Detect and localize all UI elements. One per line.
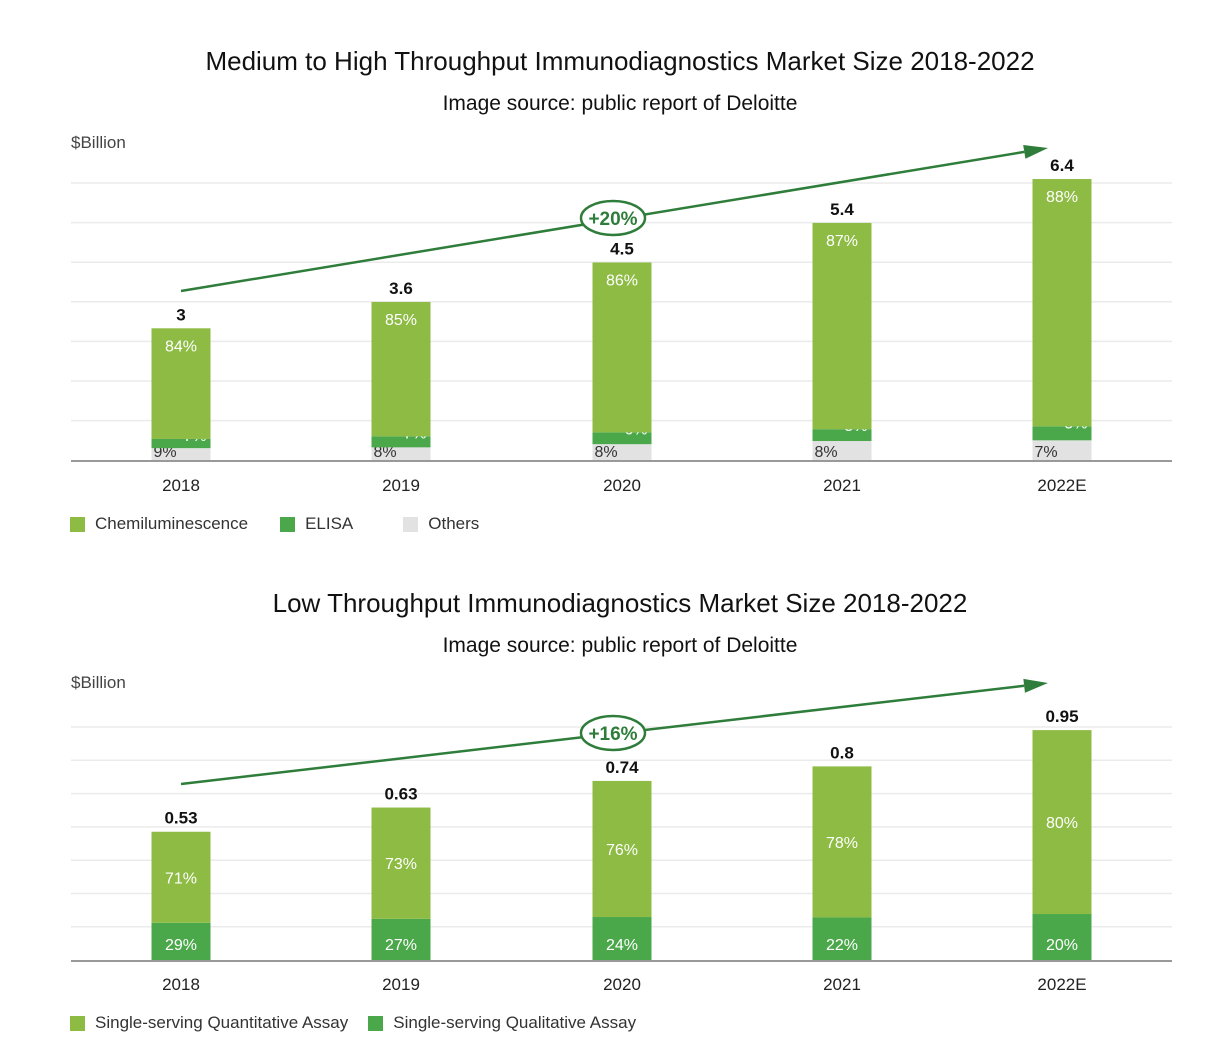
legend-item-elisa: ELISA: [280, 514, 353, 534]
legend-swatch-quantitative: [70, 1015, 85, 1031]
chart2-bar-segment-single-serving-qualitative-assay: [371, 918, 431, 960]
chart2-bar-segment-single-serving-qualitative-assay: [151, 922, 211, 960]
chart2-x-tick-label: 2022E: [1037, 975, 1086, 994]
chart2-x-tick-label: 2019: [382, 975, 420, 994]
chart1-segment-label: 88%: [1046, 189, 1078, 206]
legend-item-others: Others: [403, 514, 479, 534]
chart2-bar-segment-single-serving-quantitative-assay: [592, 780, 652, 918]
chart2-bar-segment-single-serving-quantitative-assay: [151, 831, 211, 923]
chart2-segment-label: 73%: [385, 856, 417, 873]
chart1-subtitle: Image source: public report of Deloitte: [442, 92, 798, 115]
chart1-total-label: 3: [176, 305, 185, 324]
chart2-legend: Single-serving Quantitative Assay Single…: [70, 1013, 636, 1033]
chart2-segment-label: 27%: [385, 937, 417, 954]
chart2-cagr-badge-label: +16%: [588, 724, 637, 745]
chart2-bar-segment-single-serving-qualitative-assay: [1032, 914, 1092, 960]
chart1-segment-label: 85%: [385, 312, 417, 329]
chart2-bar-segment-single-serving-quantitative-assay: [1032, 730, 1092, 915]
chart1-x-tick-label: 2021: [823, 476, 861, 495]
chart1-bar-segment-chemiluminescence: [151, 328, 211, 439]
legend-swatch-elisa: [280, 516, 296, 532]
chart1-bar-segment-chemiluminescence: [371, 301, 431, 437]
chart2-bar-segment-single-serving-qualitative-assay: [592, 917, 652, 960]
chart2-segment-label: 22%: [826, 937, 858, 954]
chart1-segment-label: 84%: [165, 338, 197, 355]
chart1-growth-arrow-head-icon: [1023, 144, 1048, 159]
chart1-bar-segment-others: [371, 447, 431, 460]
chart1-total-label: 3.6: [389, 279, 413, 298]
chart2-bar-segment-single-serving-quantitative-assay: [371, 807, 431, 919]
legend-label: Single-serving Qualitative Assay: [393, 1013, 637, 1032]
chart2-title: Low Throughput Immunodiagnostics Market …: [272, 588, 968, 618]
chart1-total-label: 4.5: [610, 239, 634, 258]
chart1-x-tick-label: 2020: [603, 476, 641, 495]
chart2-x-tick-label: 2018: [162, 975, 200, 994]
chart1-bar-segment-chemiluminescence: [592, 262, 652, 433]
chart1-x-tick-label: 2022E: [1037, 476, 1086, 495]
chart1-segment-label: 8%: [815, 444, 838, 461]
chart2-y-unit-label: $Billion: [71, 673, 126, 692]
chart2-x-tick-label: 2020: [603, 975, 641, 994]
chart2-total-label: 0.63: [384, 785, 417, 804]
legend-label: ELISA: [305, 514, 354, 533]
chart1-bar-segment-others: [1032, 440, 1092, 460]
legend-item-quantitative: Single-serving Quantitative Assay: [70, 1013, 348, 1033]
chart1-segment-label: 8%: [374, 444, 397, 461]
chart2-segment-label: 20%: [1046, 937, 1078, 954]
chart1-segment-label: 8%: [595, 444, 618, 461]
chart1-total-label: 5.4: [830, 200, 854, 219]
chart2-segment-label: 80%: [1046, 815, 1078, 832]
chart2-bar-segment-single-serving-quantitative-assay: [812, 766, 872, 918]
chart1-bar-segment-elisa: [151, 438, 211, 449]
chart1-cagr-badge: [579, 199, 647, 237]
chart1-cagr-badge-label: +20%: [588, 209, 637, 230]
legend-label: Single-serving Quantitative Assay: [95, 1013, 349, 1032]
chart1-segment-label: 7%: [1035, 444, 1058, 461]
chart1-bar-segment-others: [812, 441, 872, 460]
chart1-bar-segment-elisa: [1032, 426, 1092, 441]
chart2-bar-segment-single-serving-qualitative-assay: [812, 917, 872, 960]
chart2-subtitle: Image source: public report of Deloitte: [442, 634, 798, 657]
chart2-x-tick-label: 2021: [823, 975, 861, 994]
chart1-bar-segment-elisa: [812, 429, 872, 442]
chart1-x-tick-label: 2018: [162, 476, 200, 495]
legend-label: Others: [428, 514, 480, 533]
chart1-segment-label: 9%: [154, 444, 177, 461]
chart2-segment-label: 76%: [606, 842, 638, 859]
chart2-total-label: 0.8: [830, 743, 854, 762]
chart1-bar-segment-others: [151, 448, 211, 460]
chart2-segment-label: 78%: [826, 835, 858, 852]
chart2-segment-label: 71%: [165, 870, 197, 887]
legend-swatch-others: [403, 516, 419, 532]
chart1-bar-segment-others: [592, 444, 652, 460]
chart1-bar-segment-elisa: [592, 432, 652, 445]
chart1-y-unit-label: $Billion: [71, 133, 126, 152]
chart2-total-label: 0.53: [164, 809, 197, 828]
chart2-growth-arrow-head-icon: [1023, 678, 1048, 693]
chart1-bar-segment-elisa: [371, 436, 431, 448]
legend-item-chemiluminescence: Chemiluminescence: [70, 514, 248, 534]
chart1-bar-segment-chemiluminescence: [1032, 179, 1092, 427]
chart1-segment-label: 86%: [606, 272, 638, 289]
chart1-title: Medium to High Throughput Immunodiagnost…: [205, 46, 1035, 76]
legend-item-qualitative: Single-serving Qualitative Assay: [368, 1013, 636, 1033]
chart2-segment-label: 29%: [165, 937, 197, 954]
chart1-segment-label: 87%: [826, 233, 858, 250]
chart1-x-tick-label: 2019: [382, 476, 420, 495]
chart2-segment-label: 24%: [606, 937, 638, 954]
legend-swatch-chemiluminescence: [70, 516, 85, 532]
chart2-total-label: 0.95: [1045, 707, 1078, 726]
chart2-total-label: 0.74: [605, 758, 639, 777]
legend-label: Chemiluminescence: [95, 514, 249, 533]
chart1-total-label: 6.4: [1050, 156, 1074, 175]
chart1-legend: Chemiluminescence ELISA Others: [70, 514, 479, 534]
legend-swatch-qualitative: [368, 1015, 384, 1031]
chart2-cagr-badge: [579, 714, 647, 752]
chart1-bar-segment-chemiluminescence: [812, 222, 872, 430]
